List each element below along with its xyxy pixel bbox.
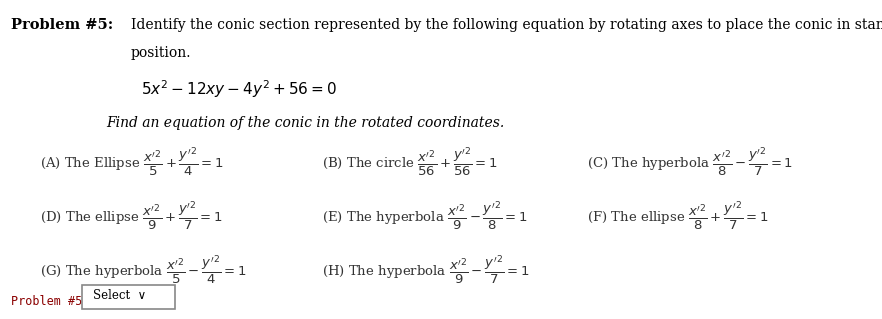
Text: $5x^2 - 12xy - 4y^2 + 56 = 0$: $5x^2 - 12xy - 4y^2 + 56 = 0$ [141,78,337,100]
Text: Problem #5:: Problem #5: [11,295,89,308]
Text: position.: position. [131,46,191,60]
Text: Find an equation of the conic in the rotated coordinates.: Find an equation of the conic in the rot… [106,116,505,130]
Text: (F) The ellipse $\dfrac{x'^2}{8} + \dfrac{y'^2}{7} = 1$: (F) The ellipse $\dfrac{x'^2}{8} + \dfra… [587,199,768,232]
Text: Identify the conic section represented by the following equation by rotating axe: Identify the conic section represented b… [131,18,882,32]
Text: (G) The hyperbola $\dfrac{x'^2}{5} - \dfrac{y'^2}{4} = 1$: (G) The hyperbola $\dfrac{x'^2}{5} - \df… [40,254,246,286]
Text: Select  ∨: Select ∨ [93,289,146,302]
Text: (A) The Ellipse $\dfrac{x'^2}{5} + \dfrac{y'^2}{4} = 1$: (A) The Ellipse $\dfrac{x'^2}{5} + \dfra… [40,145,223,178]
Text: (C) The hyperbola $\dfrac{x'^2}{8} - \dfrac{y'^2}{7} = 1$: (C) The hyperbola $\dfrac{x'^2}{8} - \df… [587,145,793,178]
Text: (B) The circle $\dfrac{x'^2}{56} + \dfrac{y'^2}{56} = 1$: (B) The circle $\dfrac{x'^2}{56} + \dfra… [322,145,497,178]
Text: Problem #5:: Problem #5: [11,18,113,32]
Text: (D) The ellipse $\dfrac{x'^2}{9} + \dfrac{y'^2}{7} = 1$: (D) The ellipse $\dfrac{x'^2}{9} + \dfra… [40,199,222,232]
FancyBboxPatch shape [82,285,175,309]
Text: (H) The hyperbola $\dfrac{x'^2}{9} - \dfrac{y'^2}{7} = 1$: (H) The hyperbola $\dfrac{x'^2}{9} - \df… [322,254,529,286]
Text: (E) The hyperbola $\dfrac{x'^2}{9} - \dfrac{y'^2}{8} = 1$: (E) The hyperbola $\dfrac{x'^2}{9} - \df… [322,199,527,232]
